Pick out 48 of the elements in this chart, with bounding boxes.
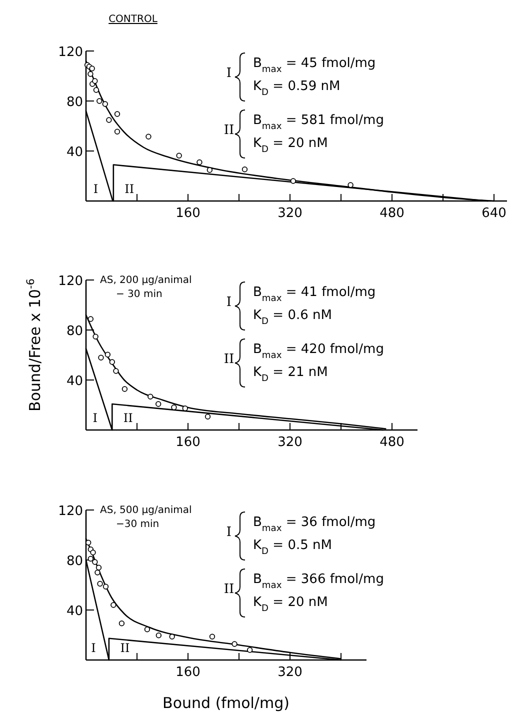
- x-tick-label: 320: [278, 435, 302, 450]
- annotation: II: [124, 182, 134, 196]
- x-tick-label: 160: [176, 435, 200, 450]
- x-tick-label: 160: [176, 206, 200, 221]
- annotation: II: [224, 582, 234, 597]
- annotation: I: [91, 641, 96, 655]
- annotation: I: [226, 525, 232, 540]
- x-tick-label: 320: [278, 206, 302, 221]
- annotation: B$_{max}$ = 36 fmol/mg: [253, 515, 376, 534]
- y-tick-label: 120: [58, 274, 83, 289]
- annotation: I: [93, 182, 98, 196]
- annotation: B$_{max}$ = 366 fmol/mg: [253, 572, 384, 591]
- chart-title: CONTROL: [108, 14, 158, 25]
- annotation: II: [224, 123, 234, 138]
- annotation: K$_{D}$ = 0.5 nM: [253, 538, 332, 557]
- x-tick-label: 480: [380, 435, 404, 450]
- annotation: B$_{max}$ = 581 fmol/mg: [253, 113, 384, 132]
- y-tick-label: 120: [58, 45, 83, 60]
- annotation: I: [226, 66, 232, 81]
- y-tick-label: 120: [58, 504, 83, 519]
- y-tick-label: 40: [66, 604, 83, 619]
- y-tick-label: 80: [66, 324, 83, 339]
- annotation: B$_{max}$ = 45 fmol/mg: [253, 56, 376, 75]
- annotation: II: [120, 641, 130, 655]
- annotation: II: [224, 352, 234, 367]
- chart-title: AS, 500 µg/animal: [100, 505, 192, 516]
- annotation: B$_{max}$ = 420 fmol/mg: [253, 342, 384, 361]
- x-tick-label: 640: [482, 206, 506, 221]
- y-tick-label: 80: [66, 95, 83, 110]
- annotation: I: [92, 411, 98, 425]
- annotation: K$_{D}$ = 21 nM: [253, 365, 328, 384]
- annotation: I: [226, 295, 232, 310]
- annotation: K$_{D}$ = 0.6 nM: [253, 308, 332, 327]
- x-tick-label: 480: [380, 206, 404, 221]
- text: −30 min: [116, 519, 160, 530]
- y-tick-label: 40: [66, 374, 83, 389]
- x-tick-label: 320: [278, 665, 302, 680]
- annotation: B$_{max}$ = 41 fmol/mg: [253, 285, 376, 304]
- text: − 30 min: [116, 289, 162, 300]
- y-tick-label: 40: [66, 145, 83, 160]
- y-tick-label: 80: [66, 554, 83, 569]
- annotation: K$_{D}$ = 20 nM: [253, 136, 328, 155]
- x-axis-title: Bound (fmol/mg): [162, 694, 290, 712]
- x-tick-label: 160: [176, 665, 200, 680]
- annotation: K$_{D}$ = 0.59 nM: [253, 79, 340, 98]
- annotation: K$_{D}$ = 20 nM: [253, 595, 328, 614]
- chart-title: AS, 200 µg/animal: [100, 275, 192, 286]
- annotation: II: [123, 411, 134, 425]
